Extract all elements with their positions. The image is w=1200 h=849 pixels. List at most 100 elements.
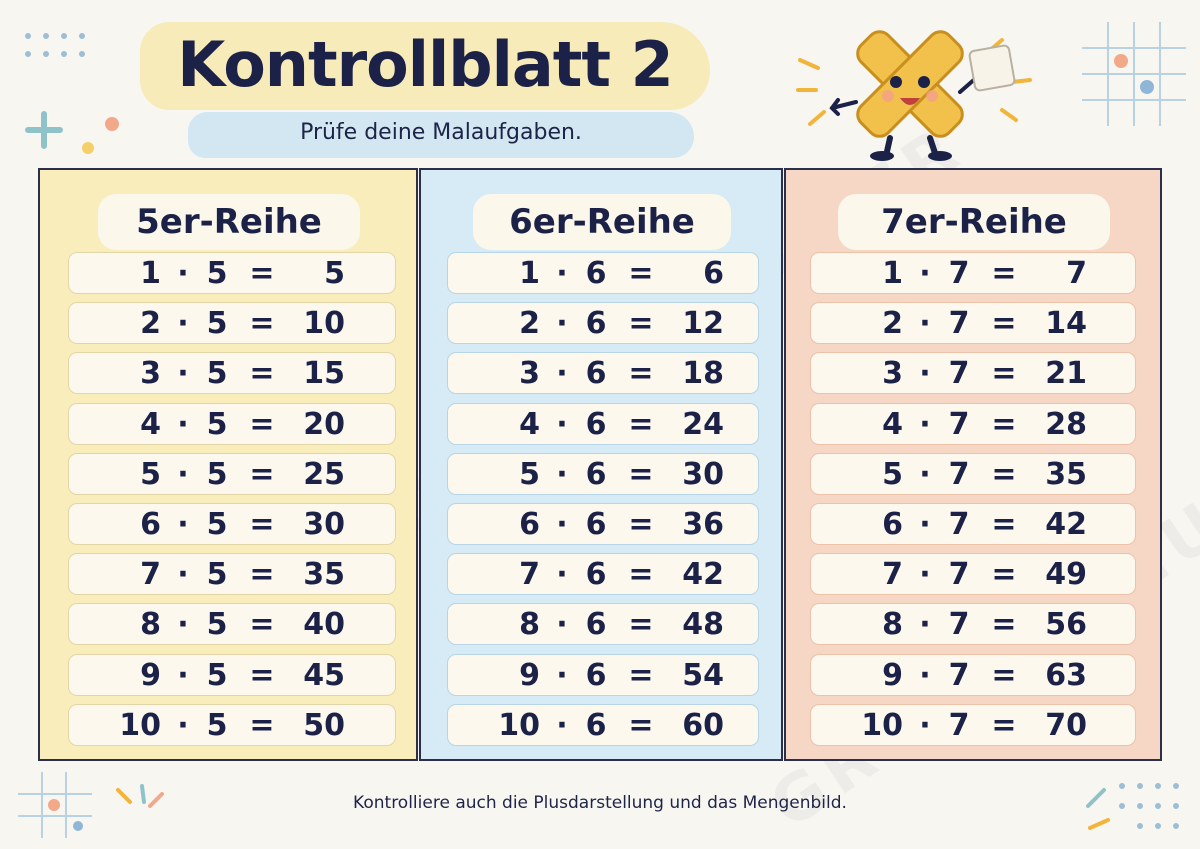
factor-a: 3	[140, 356, 161, 392]
equation-row: 7 · 7 = 49	[810, 553, 1136, 596]
times-operator: ·	[177, 507, 189, 542]
grid-decoration-icon	[18, 772, 92, 838]
product-result: 49	[1045, 557, 1087, 593]
factor-b: 7	[948, 707, 970, 743]
product-result: 20	[303, 406, 345, 442]
times-operator: ·	[177, 456, 189, 492]
equals-sign: =	[628, 356, 654, 392]
factor-a: 10	[861, 707, 903, 743]
product-result: 35	[1045, 456, 1087, 492]
product-result: 48	[682, 607, 724, 643]
times-operator: ·	[919, 456, 931, 492]
product-result: 18	[682, 356, 724, 392]
equation-row: 8 · 5 = 40	[68, 603, 396, 646]
factor-a: 7	[882, 557, 903, 593]
times-operator: ·	[556, 306, 568, 342]
equals-sign: =	[249, 607, 275, 643]
times-operator: ·	[177, 557, 189, 593]
factor-a: 3	[519, 356, 540, 392]
times-operator: ·	[556, 256, 568, 291]
factor-b: 5	[206, 406, 228, 442]
factor-b: 6	[585, 507, 607, 542]
factor-b: 7	[948, 256, 970, 291]
factor-b: 6	[585, 607, 607, 643]
product-result: 10	[303, 306, 345, 342]
factor-b: 6	[585, 707, 607, 743]
times-operator: ·	[177, 406, 189, 442]
times-operator: ·	[919, 256, 931, 291]
page-subtitle: Prüfe deine Malaufgaben.	[300, 120, 582, 145]
equation-row: 5 · 7 = 35	[810, 452, 1136, 495]
equation-row: 5 · 6 = 30	[447, 452, 759, 495]
times-operator: ·	[177, 356, 189, 392]
equation-row: 9 · 5 = 45	[68, 653, 396, 696]
factor-b: 7	[948, 657, 970, 693]
equals-sign: =	[628, 306, 654, 342]
equals-sign: =	[249, 507, 275, 542]
times-operator: ·	[919, 657, 931, 693]
factor-a: 8	[519, 607, 540, 643]
equation-row: 8 · 7 = 56	[810, 603, 1136, 646]
equals-sign: =	[991, 456, 1017, 492]
product-result: 30	[303, 507, 345, 542]
factor-a: 5	[140, 456, 161, 492]
factor-b: 7	[948, 356, 970, 392]
equals-sign: =	[628, 707, 654, 743]
equals-sign: =	[991, 607, 1017, 643]
equation-row: 4 · 5 = 20	[68, 402, 396, 445]
product-result: 12	[682, 306, 724, 342]
product-result: 6	[703, 256, 724, 291]
times-operator: ·	[919, 507, 931, 542]
equals-sign: =	[249, 707, 275, 743]
equation-row: 5 · 5 = 25	[68, 452, 396, 495]
equation-row: 8 · 6 = 48	[447, 603, 759, 646]
times-operator: ·	[177, 657, 189, 693]
times-operator: ·	[556, 657, 568, 693]
product-result: 24	[682, 406, 724, 442]
product-result: 40	[303, 607, 345, 643]
equation-row: 6 · 6 = 36	[447, 503, 759, 545]
equals-sign: =	[628, 557, 654, 593]
times-operator: ·	[556, 607, 568, 643]
factor-b: 7	[948, 607, 970, 643]
factor-b: 5	[206, 507, 228, 542]
equation-row: 3 · 5 = 15	[68, 352, 396, 395]
page-title: Kontrollblatt 2	[177, 28, 673, 101]
factor-b: 5	[206, 256, 228, 291]
factor-a: 1	[882, 256, 903, 291]
factor-a: 7	[519, 557, 540, 593]
product-result: 70	[1045, 707, 1087, 743]
product-result: 14	[1045, 306, 1087, 342]
equation-row: 1 · 6 = 6	[447, 252, 759, 294]
equals-sign: =	[991, 707, 1017, 743]
factor-a: 4	[140, 406, 161, 442]
product-result: 30	[682, 456, 724, 492]
equals-sign: =	[991, 306, 1017, 342]
factor-b: 6	[585, 657, 607, 693]
product-result: 45	[303, 657, 345, 693]
product-result: 25	[303, 456, 345, 492]
product-result: 15	[303, 356, 345, 392]
equals-sign: =	[991, 406, 1017, 442]
times-operator: ·	[177, 256, 189, 291]
title-highlight	[140, 22, 710, 110]
dot-grid-decoration-icon	[25, 33, 85, 57]
subtitle-highlight	[188, 112, 694, 158]
times-operator: ·	[177, 707, 189, 743]
sparkle-decoration-icon	[116, 784, 164, 808]
times-operator: ·	[556, 557, 568, 593]
factor-a: 5	[519, 456, 540, 492]
equals-sign: =	[249, 406, 275, 442]
factor-b: 6	[585, 557, 607, 593]
factor-a: 3	[882, 356, 903, 392]
factor-a: 9	[140, 657, 161, 693]
plus-decoration-icon	[25, 111, 63, 149]
factor-a: 8	[140, 607, 161, 643]
factor-a: 10	[498, 707, 540, 743]
column-heading: 6er-Reihe	[473, 194, 731, 250]
times-operator: ·	[556, 356, 568, 392]
factor-b: 5	[206, 557, 228, 593]
factor-a: 7	[140, 557, 161, 593]
factor-b: 5	[206, 356, 228, 392]
factor-a: 5	[882, 456, 903, 492]
